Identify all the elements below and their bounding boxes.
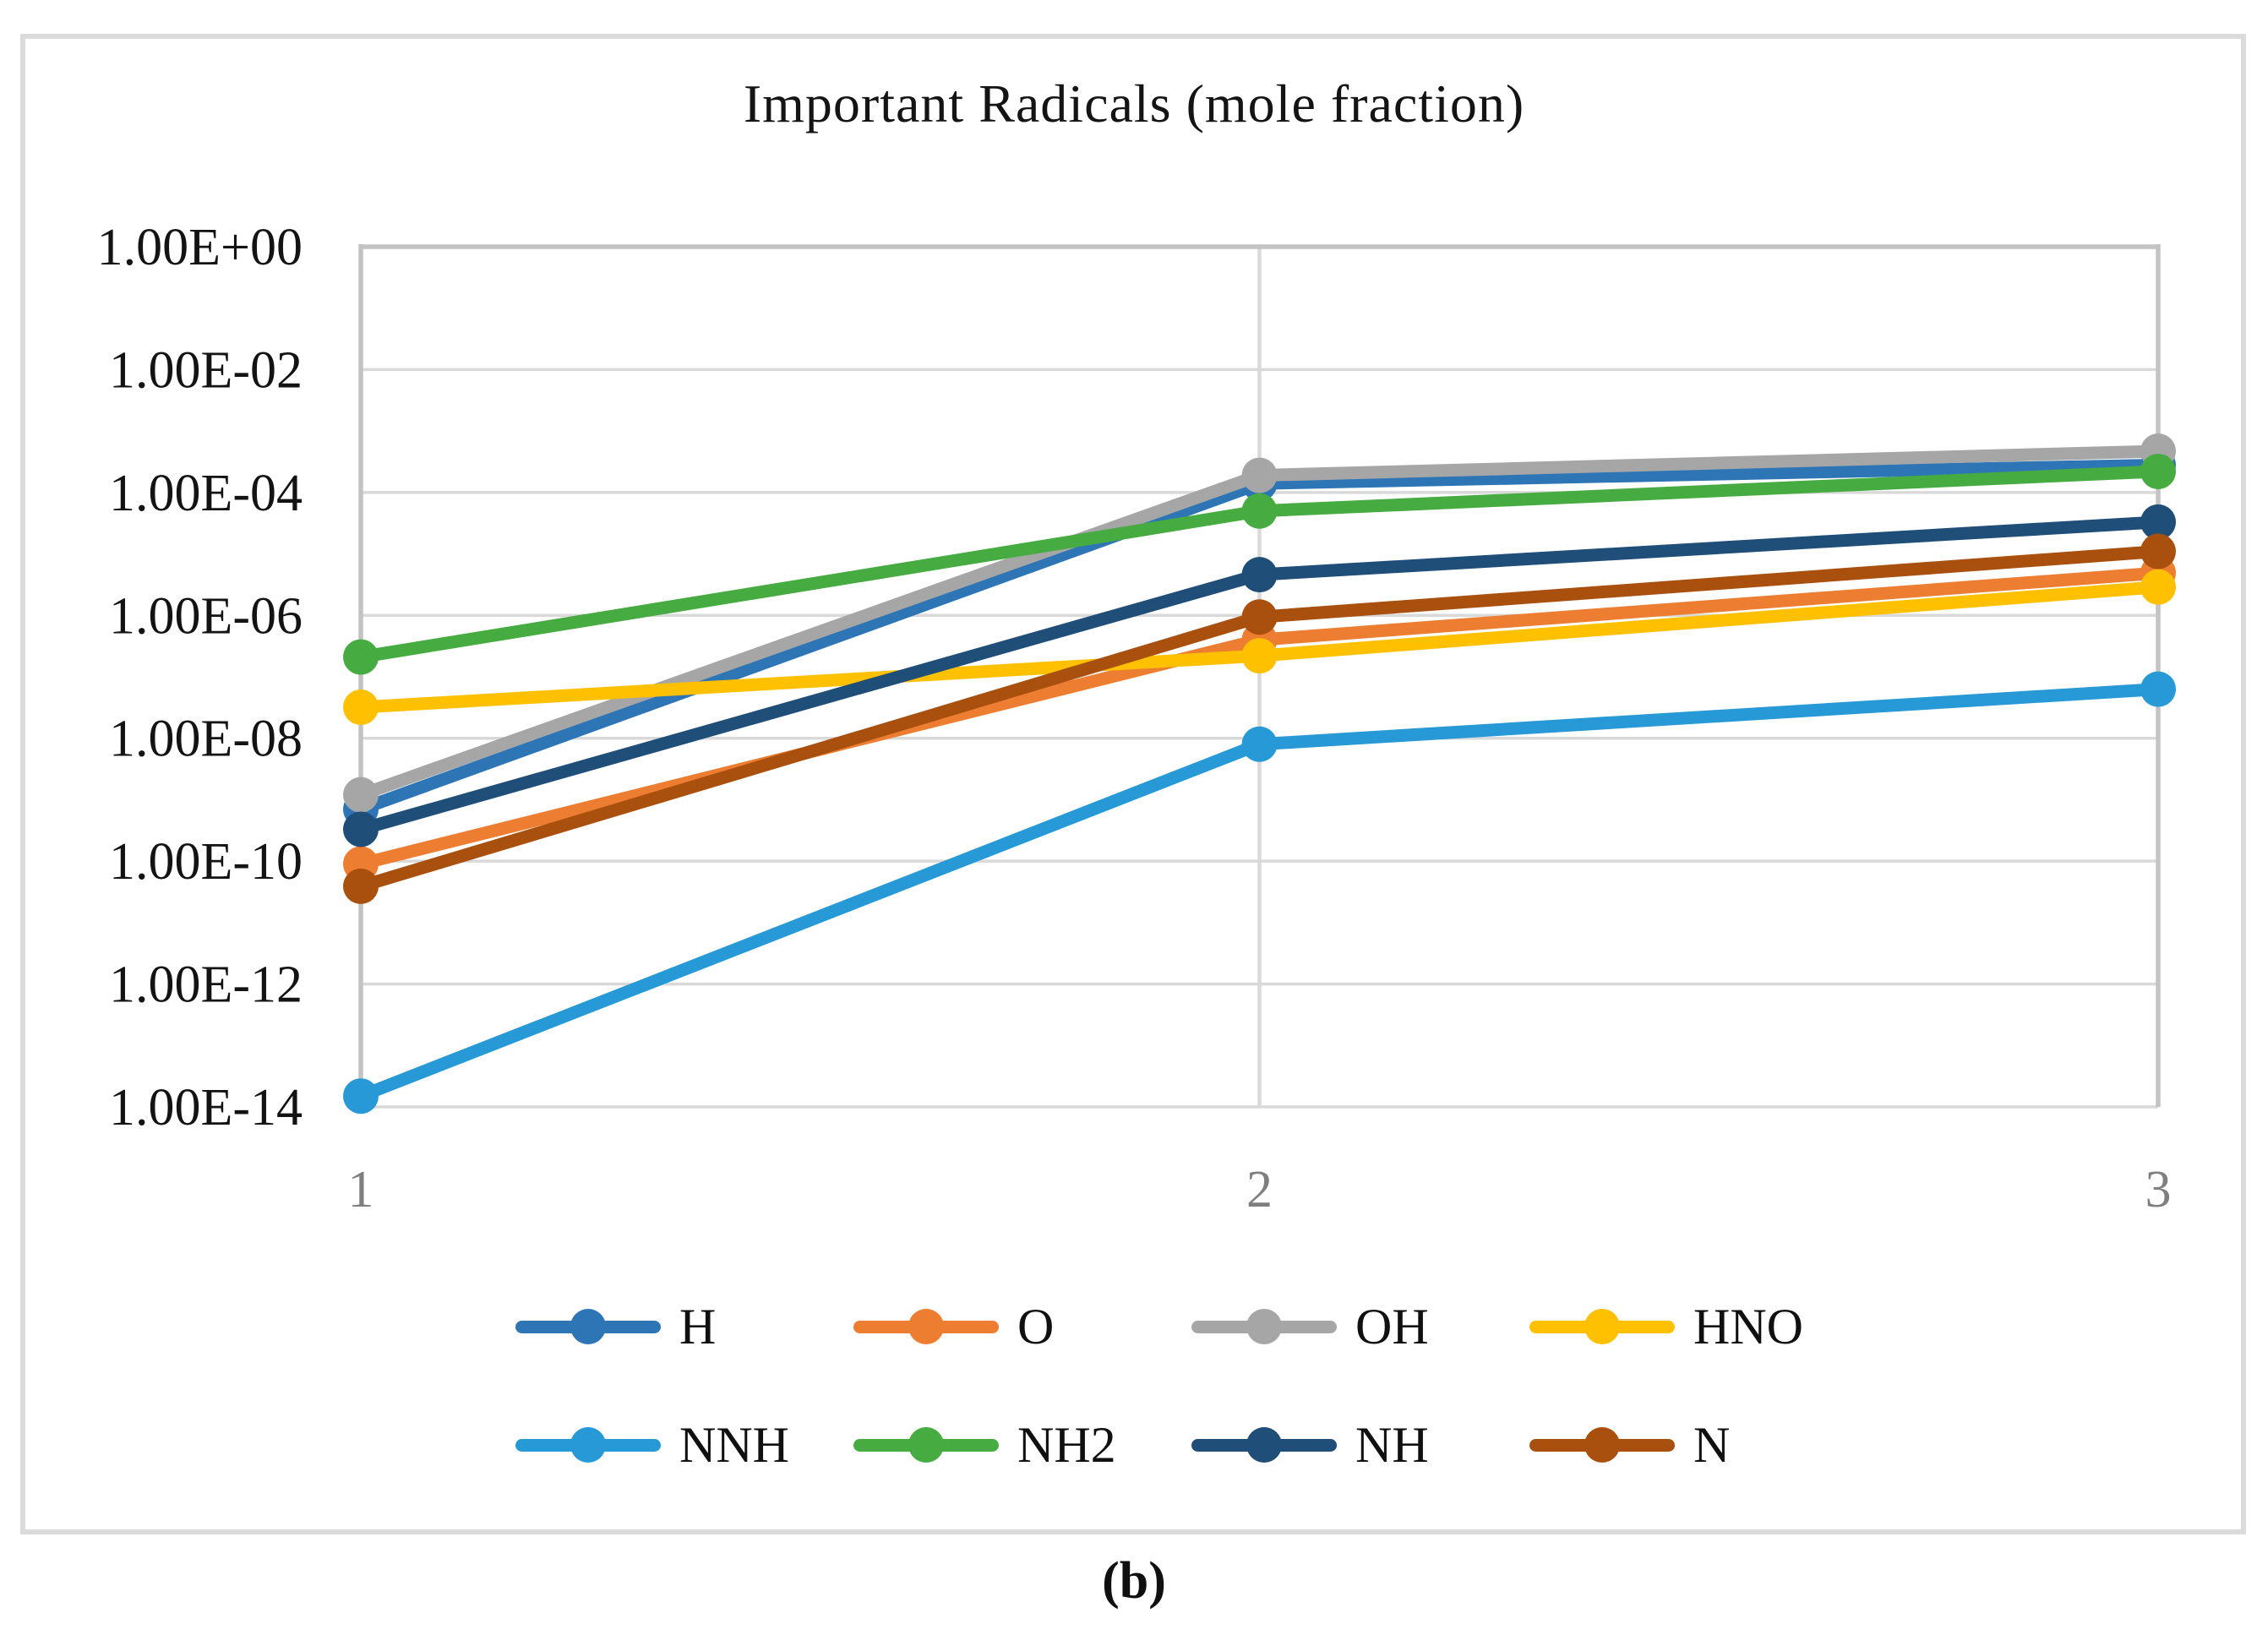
legend-label-h: H	[679, 1299, 717, 1354]
legend-marker-nh2-icon	[853, 1427, 999, 1463]
marker-hno-x2	[1241, 638, 1278, 674]
legend-item-nh: NH	[1191, 1413, 1529, 1477]
marker-nh-x2	[1241, 557, 1278, 593]
legend-label-nh2: NH2	[1017, 1417, 1116, 1473]
legend-item-nnh: NNH	[515, 1413, 853, 1477]
marker-nnh-x2	[1241, 726, 1278, 762]
y-tick-label: 1.00E-14	[109, 1079, 303, 1136]
legend-marker-o-icon	[853, 1309, 999, 1344]
marker-nnh-x3	[2140, 671, 2176, 707]
y-tick-label: 1.00E-08	[109, 711, 303, 768]
y-tick-label: 1.00E-06	[109, 587, 303, 645]
legend-marker-hno-icon	[1529, 1309, 1675, 1344]
legend-item-nh2: NH2	[853, 1413, 1191, 1477]
legend: H O OH HNO NNH NH2 NH N	[515, 1294, 1901, 1477]
legend-item-h: H	[515, 1294, 853, 1359]
marker-n-x2	[1241, 599, 1278, 635]
y-tick-label: 1.00E+00	[97, 219, 303, 276]
marker-oh-x2	[1241, 457, 1278, 493]
marker-nnh-x1	[343, 1078, 379, 1115]
legend-marker-n-icon	[1529, 1427, 1675, 1463]
legend-item-o: O	[853, 1294, 1191, 1359]
marker-n-x1	[343, 868, 379, 904]
legend-label-n: N	[1693, 1417, 1731, 1473]
figure-caption: (b)	[1102, 1552, 1166, 1610]
legend-marker-nnh-icon	[515, 1427, 661, 1463]
legend-label-oh: OH	[1355, 1299, 1429, 1354]
marker-nh2-x2	[1241, 493, 1278, 529]
legend-label-nnh: NNH	[679, 1417, 789, 1473]
marker-n-x3	[2140, 533, 2176, 570]
marker-hno-x1	[343, 689, 379, 725]
y-tick-label: 1.00E-02	[109, 341, 303, 399]
marker-nh-x3	[2140, 504, 2176, 540]
legend-item-oh: OH	[1191, 1294, 1529, 1359]
legend-item-n: N	[1529, 1413, 1867, 1477]
marker-nh-x1	[343, 811, 379, 847]
legend-marker-nh-icon	[1191, 1427, 1337, 1463]
x-tick-label: 2	[1246, 1161, 1273, 1218]
y-tick-label: 1.00E-10	[109, 833, 303, 891]
x-tick-label: 3	[2145, 1161, 2172, 1218]
legend-item-hno: HNO	[1529, 1294, 1867, 1359]
x-tick-label: 1	[348, 1161, 374, 1218]
legend-marker-h-icon	[515, 1309, 661, 1344]
y-tick-label: 1.00E-12	[109, 956, 303, 1014]
y-tick-label: 1.00E-04	[109, 465, 303, 522]
legend-marker-oh-icon	[1191, 1309, 1337, 1344]
marker-nh2-x3	[2140, 453, 2176, 489]
marker-hno-x3	[2140, 569, 2176, 605]
marker-nh2-x1	[343, 639, 379, 675]
legend-label-o: O	[1017, 1299, 1055, 1354]
legend-label-hno: HNO	[1693, 1299, 1803, 1354]
legend-label-nh: NH	[1355, 1417, 1429, 1473]
marker-oh-x1	[343, 777, 379, 813]
chart-title: Important Radicals (mole fraction)	[743, 74, 1525, 134]
